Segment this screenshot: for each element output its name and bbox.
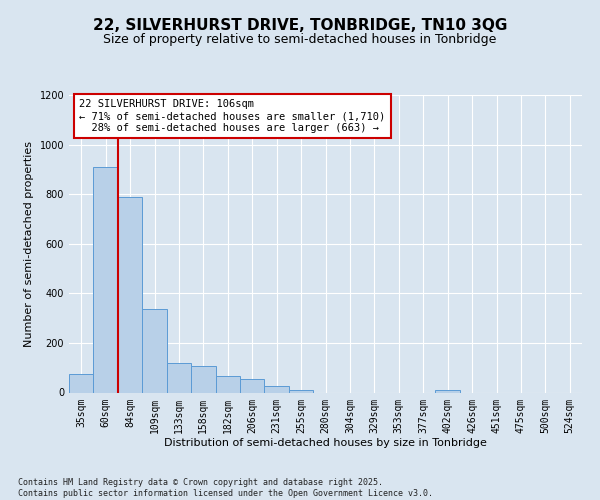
Text: Size of property relative to semi-detached houses in Tonbridge: Size of property relative to semi-detach… [103,32,497,46]
Bar [265,386,289,392]
Text: 22, SILVERHURST DRIVE, TONBRIDGE, TN10 3QG: 22, SILVERHURST DRIVE, TONBRIDGE, TN10 3… [93,18,507,32]
Bar [167,363,191,392]
Bar [436,390,460,392]
Bar [215,376,240,392]
Bar [118,196,142,392]
Bar [69,374,94,392]
Bar [289,390,313,392]
Bar [94,167,118,392]
Y-axis label: Number of semi-detached properties: Number of semi-detached properties [24,141,34,347]
X-axis label: Distribution of semi-detached houses by size in Tonbridge: Distribution of semi-detached houses by … [164,438,487,448]
Bar [240,379,265,392]
Text: 22 SILVERHURST DRIVE: 106sqm
← 71% of semi-detached houses are smaller (1,710)
 : 22 SILVERHURST DRIVE: 106sqm ← 71% of se… [79,100,386,132]
Bar [191,366,215,392]
Bar [142,310,167,392]
Text: Contains HM Land Registry data © Crown copyright and database right 2025.
Contai: Contains HM Land Registry data © Crown c… [18,478,433,498]
